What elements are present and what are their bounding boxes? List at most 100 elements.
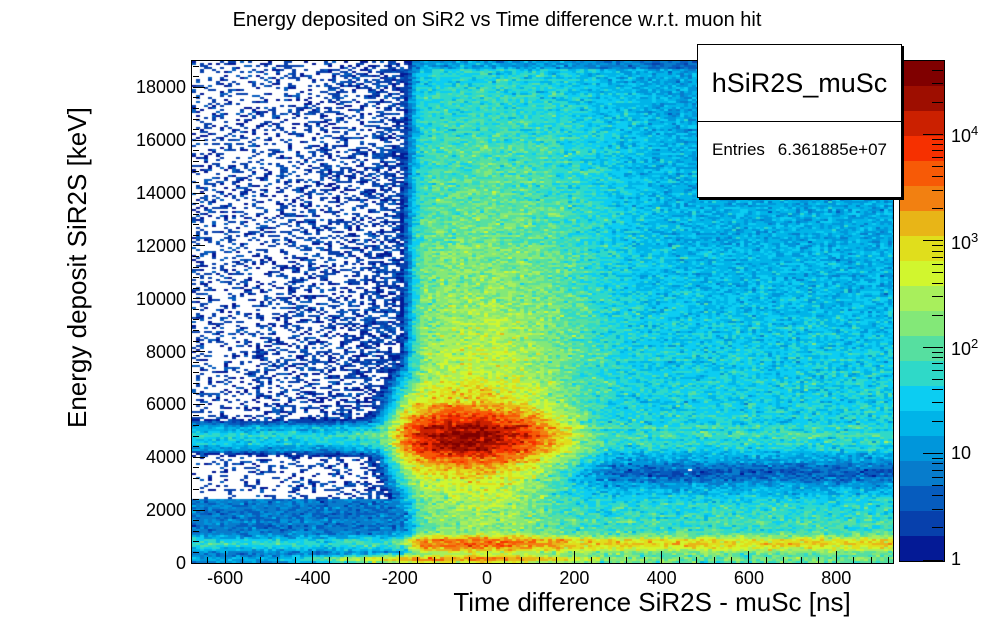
z-axis-tick	[932, 138, 943, 140]
x-minor-tick	[730, 557, 732, 563]
z-axis-tick	[932, 402, 943, 404]
x-tick-label: -200	[381, 568, 418, 588]
stats-entries-label: Entries	[712, 140, 765, 159]
z-axis-tick	[932, 272, 943, 274]
y-minor-tick	[193, 435, 199, 437]
y-minor-tick	[193, 425, 199, 427]
z-axis-tick	[932, 421, 943, 423]
palette-band	[900, 86, 944, 111]
x-major-tick	[486, 551, 488, 563]
x-major-tick	[835, 551, 837, 563]
x-tick-label: 800	[821, 568, 852, 588]
x-major-tick	[224, 551, 226, 563]
z-axis-tick	[932, 389, 943, 391]
z-axis-tick	[932, 370, 943, 372]
z-axis-tick	[932, 495, 943, 497]
z-axis-tick	[932, 150, 943, 152]
palette-band	[900, 336, 944, 361]
y-minor-tick	[193, 182, 199, 184]
y-minor-tick	[193, 319, 199, 321]
z-axis-tick	[932, 263, 943, 265]
z-axis-tick	[932, 476, 943, 478]
z-axis-tick	[923, 133, 943, 135]
palette-band	[900, 161, 944, 186]
z-axis-tick	[932, 101, 943, 103]
y-minor-tick	[193, 520, 199, 522]
y-major-tick	[193, 562, 205, 564]
y-minor-tick	[193, 308, 199, 310]
z-axis-tick	[932, 250, 943, 252]
x-tick-label: 600	[733, 568, 764, 588]
y-tick-label: 2000	[145, 500, 186, 521]
y-major-tick	[193, 139, 205, 141]
x-minor-tick	[591, 557, 593, 563]
z-axis-tick	[932, 157, 943, 159]
z-axis-tick	[932, 245, 943, 247]
palette-band	[900, 211, 944, 236]
y-minor-tick	[193, 541, 199, 543]
z-axis-tick	[932, 463, 943, 465]
x-tick-label: 400	[646, 568, 677, 588]
x-minor-tick	[259, 557, 261, 563]
y-tick-label: 12000	[135, 235, 186, 256]
y-minor-tick	[193, 372, 199, 374]
y-minor-tick	[193, 129, 199, 131]
plot-frame	[191, 60, 894, 564]
y-axis-label: Energy deposit SiR2S [keV]	[62, 107, 92, 428]
y-minor-tick	[193, 108, 199, 110]
z-axis-tick	[932, 176, 943, 178]
z-axis-tick	[932, 363, 943, 365]
x-minor-tick	[643, 557, 645, 563]
y-minor-tick	[193, 414, 199, 416]
z-axis-tick	[932, 314, 943, 316]
palette-band	[900, 361, 944, 386]
x-tick-label: -400	[294, 568, 331, 588]
z-axis-tick	[932, 165, 943, 167]
palette-band	[900, 261, 944, 286]
x-minor-tick	[451, 557, 453, 563]
x-minor-tick	[696, 557, 698, 563]
x-minor-tick	[434, 557, 436, 563]
x-minor-tick	[765, 557, 767, 563]
y-major-tick	[193, 509, 205, 511]
x-minor-tick	[504, 557, 506, 563]
z-axis-tick	[932, 527, 943, 529]
y-major-tick	[193, 403, 205, 405]
y-tick-label: 14000	[135, 183, 186, 204]
y-tick-label: 0	[175, 553, 186, 573]
palette-band	[900, 136, 944, 161]
palette-band	[900, 461, 944, 486]
z-axis-tick	[923, 559, 943, 561]
y-minor-tick	[193, 224, 199, 226]
y-minor-tick	[193, 382, 199, 384]
z-axis-tick	[932, 356, 943, 358]
y-major-tick	[193, 86, 205, 88]
y-tick-label: 8000	[145, 341, 186, 362]
palette-band	[900, 61, 944, 86]
stats-histogram-name: hSiR2S_muSc	[698, 45, 901, 122]
x-minor-tick	[329, 557, 331, 563]
z-axis-tick	[923, 453, 943, 455]
z-tick-label: 10	[951, 442, 972, 463]
z-tick-label: 104	[951, 123, 979, 147]
z-axis-tick	[932, 351, 943, 353]
z-axis-tick	[932, 457, 943, 459]
x-major-tick	[661, 551, 663, 563]
plot-title: Energy deposited on SiR2 vs Time differe…	[232, 9, 762, 31]
stats-entries-row: Entries 6.361885e+07	[712, 140, 887, 160]
palette-band	[900, 511, 944, 536]
y-minor-tick	[193, 65, 199, 67]
z-axis-tick	[932, 295, 943, 297]
x-minor-tick	[538, 557, 540, 563]
y-major-tick	[193, 298, 205, 300]
x-minor-tick	[469, 557, 471, 563]
z-axis-tick	[932, 508, 943, 510]
x-tick-label: 0	[482, 568, 493, 588]
z-axis-tick	[932, 208, 943, 210]
x-minor-tick	[381, 557, 383, 563]
y-minor-tick	[193, 329, 199, 331]
z-axis-tick	[932, 469, 943, 471]
x-tick-label: -600	[207, 568, 244, 588]
x-tick-label: 200	[559, 568, 590, 588]
